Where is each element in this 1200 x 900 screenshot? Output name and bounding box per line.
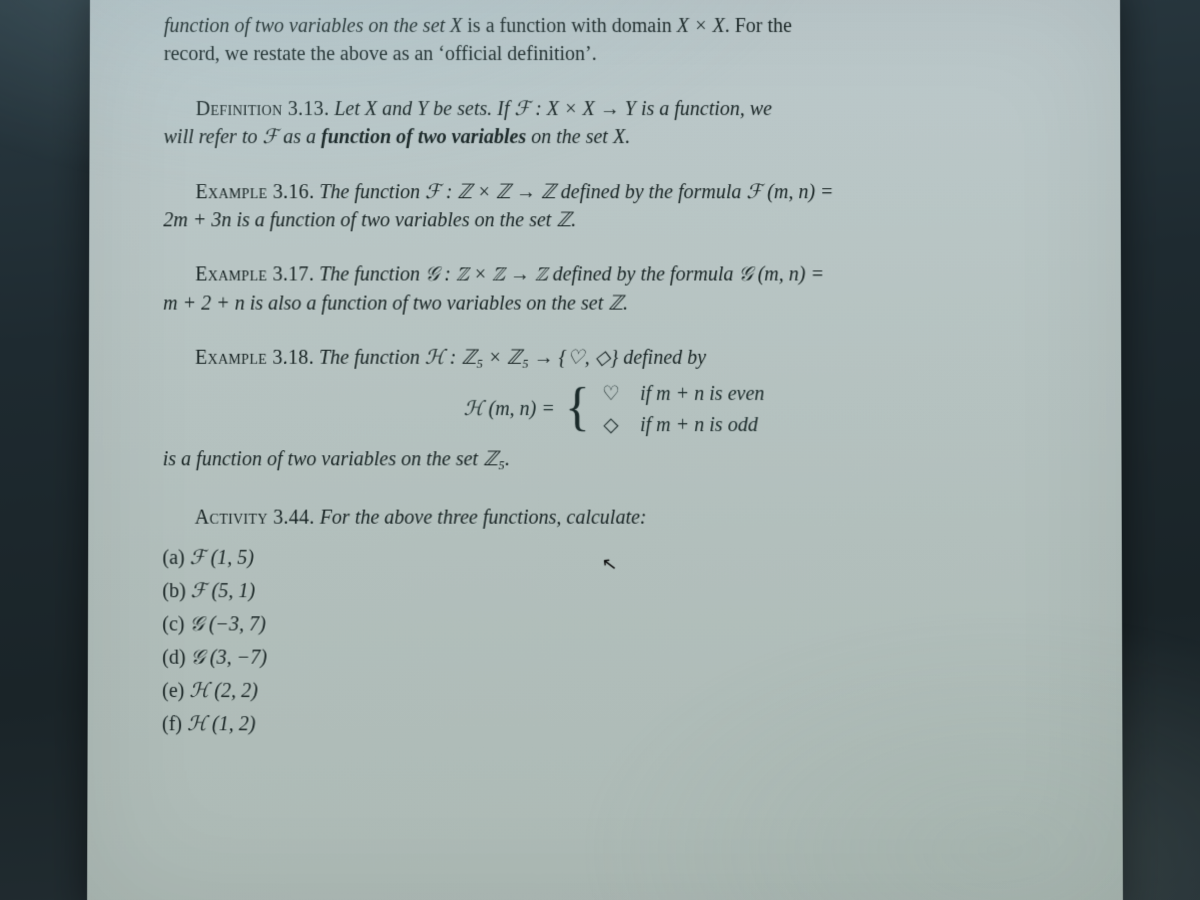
def-line2c: on the set xyxy=(526,126,613,148)
item-letter: (b) xyxy=(162,580,185,602)
ex16-formula: ℱ (m, n) = xyxy=(746,181,833,203)
ex17-a: The function xyxy=(319,264,425,286)
item-letter: (e) xyxy=(162,680,184,702)
piecewise-definition: ℋ (m, n) = { ♡ if m + n is even ◇ if m +… xyxy=(163,380,1066,436)
left-brace-icon: { xyxy=(565,385,590,432)
ex17-line2b: is also a function of two variables on t… xyxy=(245,292,608,314)
intro-text-2: is a function with domain xyxy=(462,15,676,37)
ex18-a: The function xyxy=(319,347,425,369)
def-bold-term: function of two variables xyxy=(321,126,526,148)
def-X: X xyxy=(365,98,377,120)
example-3-18-tail: is a function of two variables on the se… xyxy=(163,445,1066,474)
document-page: function of two variables on the set X i… xyxy=(87,0,1123,900)
piecewise-cases: ♡ if m + n is even ◇ if m + n is odd xyxy=(600,380,764,436)
case-cond-odd: if m + n is odd xyxy=(640,414,758,437)
ex17-b: defined by the formula xyxy=(548,264,739,286)
ex16-label: Example 3.16. xyxy=(195,181,314,203)
ex18-tail-b: . xyxy=(505,448,510,470)
activity-label: Activity 3.44. xyxy=(195,506,315,528)
def-map: ℱ : X × X → Y xyxy=(514,98,636,120)
diamond-icon: ◇ xyxy=(600,412,622,437)
ex17-label: Example 3.17. xyxy=(195,264,314,286)
item-letter: (f) xyxy=(162,713,182,735)
def-line2b: as a xyxy=(278,126,321,148)
def-Xend: X xyxy=(613,126,625,148)
ex18-label: Example 3.18. xyxy=(195,347,314,369)
intro-domain: X × X xyxy=(677,15,725,37)
intro-text-3: . For the xyxy=(725,15,792,37)
case-row: ♡ if m + n is even xyxy=(600,380,764,405)
item-expr: ℱ (5, 1) xyxy=(191,580,255,602)
list-item: (b) ℱ (5, 1) xyxy=(162,575,1065,608)
def-period: . xyxy=(625,126,630,148)
list-item: (d) 𝒢 (3, −7) xyxy=(162,642,1066,675)
definition-label: Definition 3.13. xyxy=(196,98,330,120)
list-item: (f) ℋ (1, 2) xyxy=(162,708,1066,741)
ex17-formula: 𝒢 (m, n) = xyxy=(738,264,824,286)
list-item: (c) 𝒢 (−3, 7) xyxy=(162,609,1066,642)
ex17-period: . xyxy=(623,292,628,314)
intro-paragraph: function of two variables on the set X i… xyxy=(164,12,1064,69)
def-c: is a function, we xyxy=(636,98,772,120)
item-expr: ℱ (1, 5) xyxy=(190,547,254,569)
item-letter: (c) xyxy=(162,614,184,636)
activity-prompt: For the above three functions, calculate… xyxy=(320,506,647,528)
item-letter: (d) xyxy=(162,647,185,669)
ex18-Z5: ℤ₅ xyxy=(483,448,505,470)
definition-block: Definition 3.13. Let X and Y be sets. If… xyxy=(164,95,1065,152)
case-row: ◇ if m + n is odd xyxy=(600,412,764,437)
item-expr: 𝒢 (3, −7) xyxy=(191,647,267,669)
ex16-a: The function xyxy=(319,181,425,203)
ex18-map: ℋ : ℤ₅ × ℤ₅ → {♡, ◇} xyxy=(425,347,618,369)
def-b: be sets. If xyxy=(428,98,514,120)
activity-heading: Activity 3.44. For the above three funct… xyxy=(163,503,1066,532)
item-expr: ℋ (2, 2) xyxy=(189,680,257,702)
list-item: (a) ℱ (1, 5) xyxy=(162,542,1065,575)
item-letter: (a) xyxy=(162,547,184,569)
ex17-map: 𝒢 : ℤ × ℤ → ℤ xyxy=(425,264,548,286)
ex16-map: ℱ : ℤ × ℤ → ℤ xyxy=(425,181,556,203)
item-expr: ℋ (1, 2) xyxy=(187,713,255,735)
def-a: Let xyxy=(334,98,365,120)
def-and: and xyxy=(377,98,417,120)
ex17-line2a: m + 2 + n xyxy=(163,292,245,314)
heart-icon: ♡ xyxy=(600,380,622,405)
case-cond-even: if m + n is even xyxy=(640,382,764,405)
ex16-b: defined by the formula xyxy=(556,181,747,203)
def-Y: Y xyxy=(417,98,428,120)
def-line2a: will refer to xyxy=(164,126,263,148)
example-3-16: Example 3.16. The function ℱ : ℤ × ℤ → ℤ… xyxy=(163,178,1064,235)
ex16-Z: ℤ xyxy=(556,209,571,231)
ex16-period: . xyxy=(571,209,576,231)
list-item: (e) ℋ (2, 2) xyxy=(162,675,1066,708)
ex17-Z: ℤ xyxy=(608,292,623,314)
ex18-tail-a: is a function of two variables on the se… xyxy=(163,448,483,470)
example-3-18-head: Example 3.18. The function ℋ : ℤ₅ × ℤ₅ →… xyxy=(163,344,1065,373)
ex16-line2b: is a function of two variables on the se… xyxy=(231,209,556,231)
item-expr: 𝒢 (−3, 7) xyxy=(190,614,266,636)
ex16-line2a: 2m + 3n xyxy=(163,209,231,231)
example-3-17: Example 3.17. The function 𝒢 : ℤ × ℤ → ℤ… xyxy=(163,261,1065,318)
piecewise-lhs: ℋ (m, n) = xyxy=(464,396,555,421)
def-F: ℱ xyxy=(262,126,278,148)
intro-X: X xyxy=(450,15,462,37)
ex18-b: defined by xyxy=(618,347,706,369)
activity-list: (a) ℱ (1, 5) (b) ℱ (5, 1) (c) 𝒢 (−3, 7) … xyxy=(162,542,1066,742)
intro-text-1: function of two variables on the set xyxy=(164,15,450,37)
intro-line2: record, we restate the above as an ‘offi… xyxy=(164,43,597,65)
